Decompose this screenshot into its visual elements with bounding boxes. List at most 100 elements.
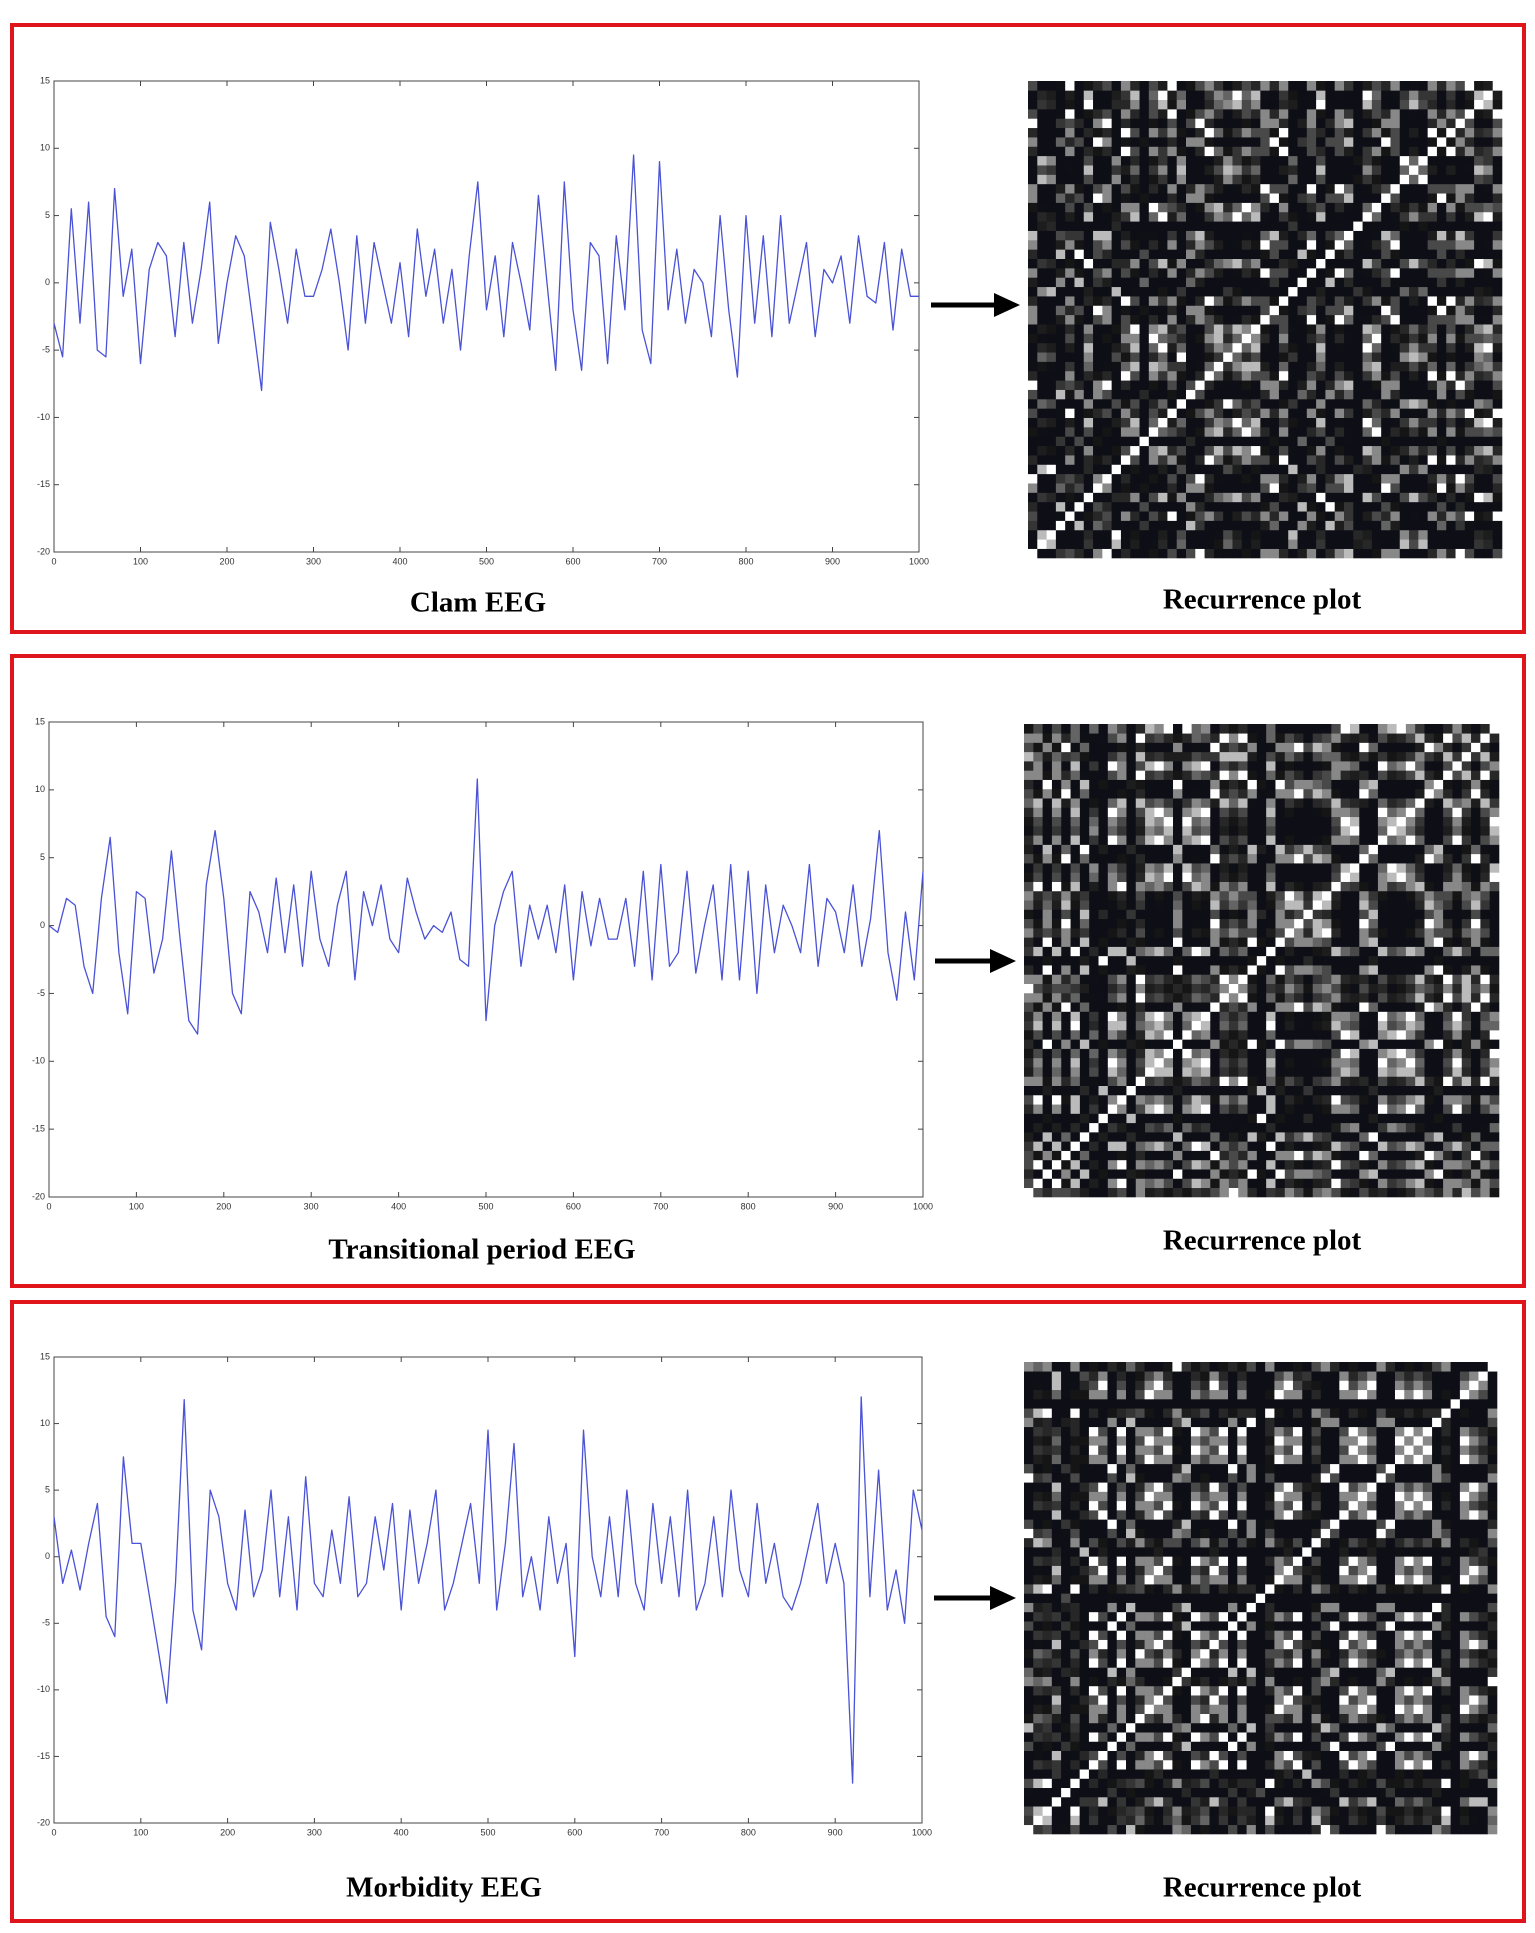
recurrence-cell	[1195, 183, 1205, 194]
recurrence-cell	[1436, 417, 1447, 428]
recurrence-cell	[1368, 1002, 1379, 1012]
recurrence-cell	[1210, 1113, 1220, 1124]
recurrence-cell	[1117, 890, 1127, 901]
recurrence-cell	[1316, 501, 1326, 512]
recurrence-cell	[1278, 165, 1289, 175]
recurrence-cell	[1176, 268, 1187, 278]
recurrence-cell	[1213, 155, 1224, 166]
recurrence-cell	[1284, 1094, 1295, 1105]
recurrence-cell	[1213, 193, 1224, 203]
recurrence-cell	[1303, 742, 1314, 753]
recurrence-cell	[1139, 436, 1150, 447]
recurrence-cell	[1247, 1085, 1258, 1096]
recurrence-cell	[1093, 455, 1103, 465]
recurrence-cell	[1139, 445, 1150, 456]
recurrence-cell	[1312, 751, 1323, 762]
recurrence-cell	[1288, 399, 1298, 409]
recurrence-cell	[1278, 127, 1289, 138]
recurrence-cell	[1098, 918, 1109, 929]
recurrence-cell	[1158, 427, 1168, 437]
recurrence-cell	[1051, 1187, 1062, 1198]
recurrence-cell	[1182, 1067, 1192, 1077]
recurrence-cell	[1371, 202, 1382, 213]
recurrence-cell	[1079, 890, 1090, 901]
recurrence-cell	[1424, 844, 1435, 855]
recurrence-cell	[1269, 137, 1280, 147]
x-tick-label: 500	[479, 556, 494, 566]
recurrence-cell	[1139, 455, 1150, 465]
recurrence-cell	[1266, 918, 1276, 929]
recurrence-cell	[1247, 1057, 1258, 1068]
recurrence-cell	[1278, 511, 1289, 521]
recurrence-cell	[1213, 333, 1224, 344]
recurrence-cell	[1093, 361, 1103, 372]
recurrence-cell	[1191, 909, 1202, 920]
recurrence-cell	[1275, 1076, 1286, 1086]
recurrence-cell	[1316, 211, 1326, 222]
recurrence-cell	[1083, 548, 1094, 559]
recurrence-cell	[1387, 835, 1397, 845]
recurrence-cell	[1074, 296, 1085, 306]
recurrence-cell	[1464, 155, 1475, 166]
recurrence-cell	[1344, 361, 1354, 372]
recurrence-cell	[1102, 286, 1112, 297]
recurrence-cell	[1344, 137, 1354, 147]
recurrence-cell	[1024, 798, 1034, 808]
recurrence-cell	[1028, 249, 1038, 259]
recurrence-cell	[1163, 733, 1174, 743]
recurrence-cell	[1390, 436, 1401, 447]
recurrence-cell	[1284, 928, 1295, 938]
recurrence-cell	[1303, 1113, 1314, 1124]
recurrence-cell	[1269, 380, 1280, 390]
recurrence-cell	[1117, 807, 1127, 818]
recurrence-cell	[1455, 380, 1466, 390]
recurrence-cell	[1074, 183, 1085, 194]
recurrence-cell	[1120, 286, 1131, 297]
recurrence-cell	[1182, 1141, 1192, 1151]
recurrence-cell	[1028, 455, 1038, 465]
recurrence-cell	[1297, 342, 1308, 353]
recurrence-cell	[1055, 361, 1066, 372]
recurrence-cell	[1232, 464, 1243, 475]
recurrence-cell	[1055, 399, 1066, 409]
recurrence-cell	[1107, 1030, 1118, 1040]
recurrence-cell	[1074, 548, 1085, 559]
recurrence-cell	[1186, 539, 1196, 549]
recurrence-cell	[1148, 146, 1159, 157]
recurrence-cell	[1241, 305, 1252, 316]
recurrence-cell	[1269, 352, 1280, 362]
recurrence-cell	[1340, 788, 1351, 799]
recurrence-cell	[1464, 221, 1475, 231]
recurrence-cell	[1325, 380, 1335, 390]
recurrence-cell	[1167, 296, 1177, 306]
recurrence-cell	[1065, 202, 1075, 213]
recurrence-cell	[1102, 99, 1112, 110]
recurrence-cell	[1028, 277, 1038, 288]
recurrence-cell	[1120, 352, 1131, 362]
recurrence-cell	[1028, 361, 1038, 372]
recurrence-cell	[1213, 230, 1224, 241]
recurrence-cell	[1093, 436, 1103, 447]
recurrence-cell	[1464, 137, 1475, 147]
recurrence-cell	[1371, 352, 1382, 362]
recurrence-cell	[1079, 1113, 1090, 1124]
recurrence-cell	[1061, 974, 1071, 984]
recurrence-cell	[1251, 529, 1261, 540]
recurrence-cell	[1223, 193, 1233, 203]
recurrence-cell	[1148, 492, 1159, 503]
recurrence-cell	[1371, 137, 1382, 147]
recurrence-cell	[1340, 1132, 1351, 1142]
recurrence-cell	[1238, 1141, 1248, 1151]
recurrence-cell	[1167, 221, 1177, 231]
recurrence-cell	[1288, 240, 1298, 250]
recurrence-cell	[1260, 370, 1270, 381]
recurrence-cell	[1024, 1085, 1034, 1096]
recurrence-cell	[1247, 798, 1258, 808]
recurrence-cell	[1415, 974, 1425, 984]
recurrence-cell	[1135, 816, 1146, 827]
recurrence-cell	[1167, 436, 1177, 447]
recurrence-cell	[1083, 324, 1094, 334]
recurrence-cell	[1186, 511, 1196, 521]
recurrence-cell	[1344, 230, 1354, 241]
recurrence-cell	[1353, 548, 1363, 559]
